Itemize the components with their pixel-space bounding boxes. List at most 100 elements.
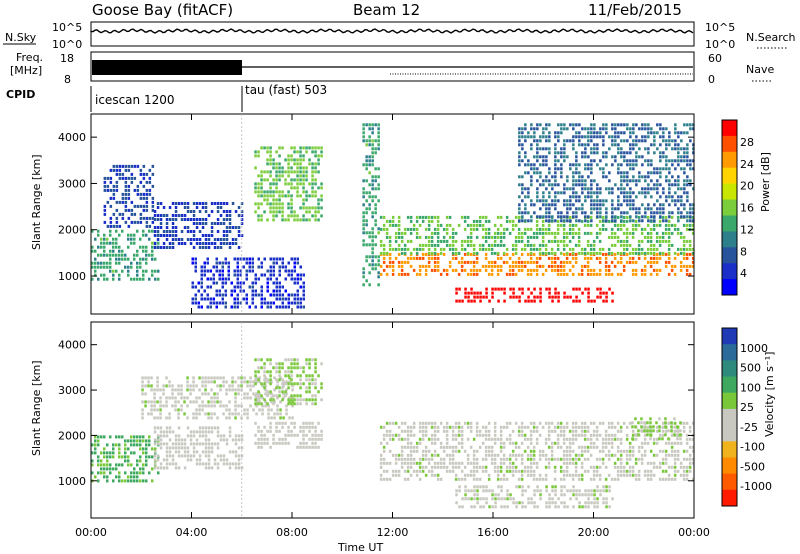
data-cell [430, 231, 434, 235]
data-cell [484, 235, 488, 239]
data-cell [514, 215, 518, 219]
data-cell [661, 235, 665, 239]
data-cell [433, 256, 437, 260]
data-cell [566, 489, 569, 493]
data-cell [673, 453, 677, 457]
data-cell [136, 463, 139, 467]
data-cell [626, 195, 629, 199]
data-cell [664, 457, 668, 461]
data-cell [278, 190, 281, 194]
data-cell [427, 251, 431, 255]
data-cell [545, 215, 548, 219]
data-cell [608, 147, 611, 151]
data-cell [377, 263, 380, 267]
data-cell [186, 226, 190, 229]
data-cell [228, 450, 232, 454]
data-cell [153, 408, 156, 412]
data-cell [596, 131, 599, 135]
data-cell [686, 215, 689, 219]
data-cell [536, 179, 539, 183]
data-cell [216, 454, 220, 458]
data-cell [634, 457, 638, 461]
data-cell [560, 501, 563, 505]
data-cell [156, 388, 159, 392]
data-cell [186, 404, 189, 408]
data-cell [592, 473, 596, 477]
data-cell [629, 179, 632, 183]
data-cell [683, 151, 686, 155]
data-cell [377, 147, 380, 151]
data-cell [529, 272, 533, 276]
data-cell [566, 295, 569, 299]
data-cell [365, 243, 368, 247]
data-cell [91, 245, 94, 249]
data-cell [222, 230, 226, 233]
data-cell [290, 194, 293, 198]
data-cell [491, 287, 494, 291]
data-cell [466, 457, 470, 461]
data-cell [649, 239, 653, 243]
data-cell [578, 179, 581, 183]
data-cell [445, 215, 449, 219]
data-cell [640, 247, 644, 251]
data-cell [514, 445, 518, 449]
data-cell [145, 439, 148, 443]
data-cell [461, 497, 464, 501]
data-cell [171, 404, 174, 408]
data-cell [362, 127, 365, 131]
data-cell [139, 467, 142, 471]
data-cell [560, 127, 563, 131]
data-cell [560, 191, 563, 195]
data-cell [257, 370, 260, 374]
data-cell [556, 457, 560, 461]
data-cell [234, 450, 238, 454]
data-cell [625, 215, 629, 219]
data-cell [551, 175, 554, 179]
data-cell [502, 227, 506, 231]
data-cell [611, 215, 614, 219]
data-cell [454, 421, 458, 425]
data-cell [577, 235, 581, 239]
data-cell [362, 275, 365, 279]
data-cell [641, 203, 644, 207]
data-cell [142, 229, 145, 233]
data-cell [269, 170, 272, 174]
data-cell [275, 166, 278, 170]
data-cell [554, 183, 557, 187]
data-cell [589, 465, 593, 469]
data-cell [388, 429, 392, 433]
data-cell [257, 182, 260, 186]
data-cell [308, 437, 311, 441]
data-cell [290, 166, 293, 170]
data-cell [557, 291, 560, 295]
data-cell [685, 239, 689, 243]
data-cell [670, 453, 674, 457]
data-cell [508, 421, 512, 425]
data-cell [430, 243, 434, 247]
data-cell [571, 473, 575, 477]
data-cell [219, 376, 222, 380]
data-cell [273, 388, 276, 392]
data-cell [547, 433, 551, 437]
data-cell [388, 239, 392, 243]
data-cell [458, 485, 461, 489]
data-cell [374, 267, 377, 271]
data-cell [670, 445, 674, 449]
data-cell [109, 229, 112, 233]
data-cell [557, 139, 560, 143]
data-cell [94, 257, 97, 261]
data-cell [580, 433, 584, 437]
data-cell [171, 396, 174, 400]
data-cell [542, 159, 545, 163]
data-cell [236, 273, 239, 277]
data-cell [689, 179, 692, 183]
data-cell [314, 425, 317, 429]
data-cell [629, 127, 632, 131]
data-cell [653, 219, 656, 223]
data-cell [616, 457, 620, 461]
data-cell [490, 437, 494, 441]
data-cell [251, 281, 254, 285]
data-cell [674, 159, 677, 163]
data-cell [231, 238, 235, 241]
data-cell [658, 256, 662, 260]
